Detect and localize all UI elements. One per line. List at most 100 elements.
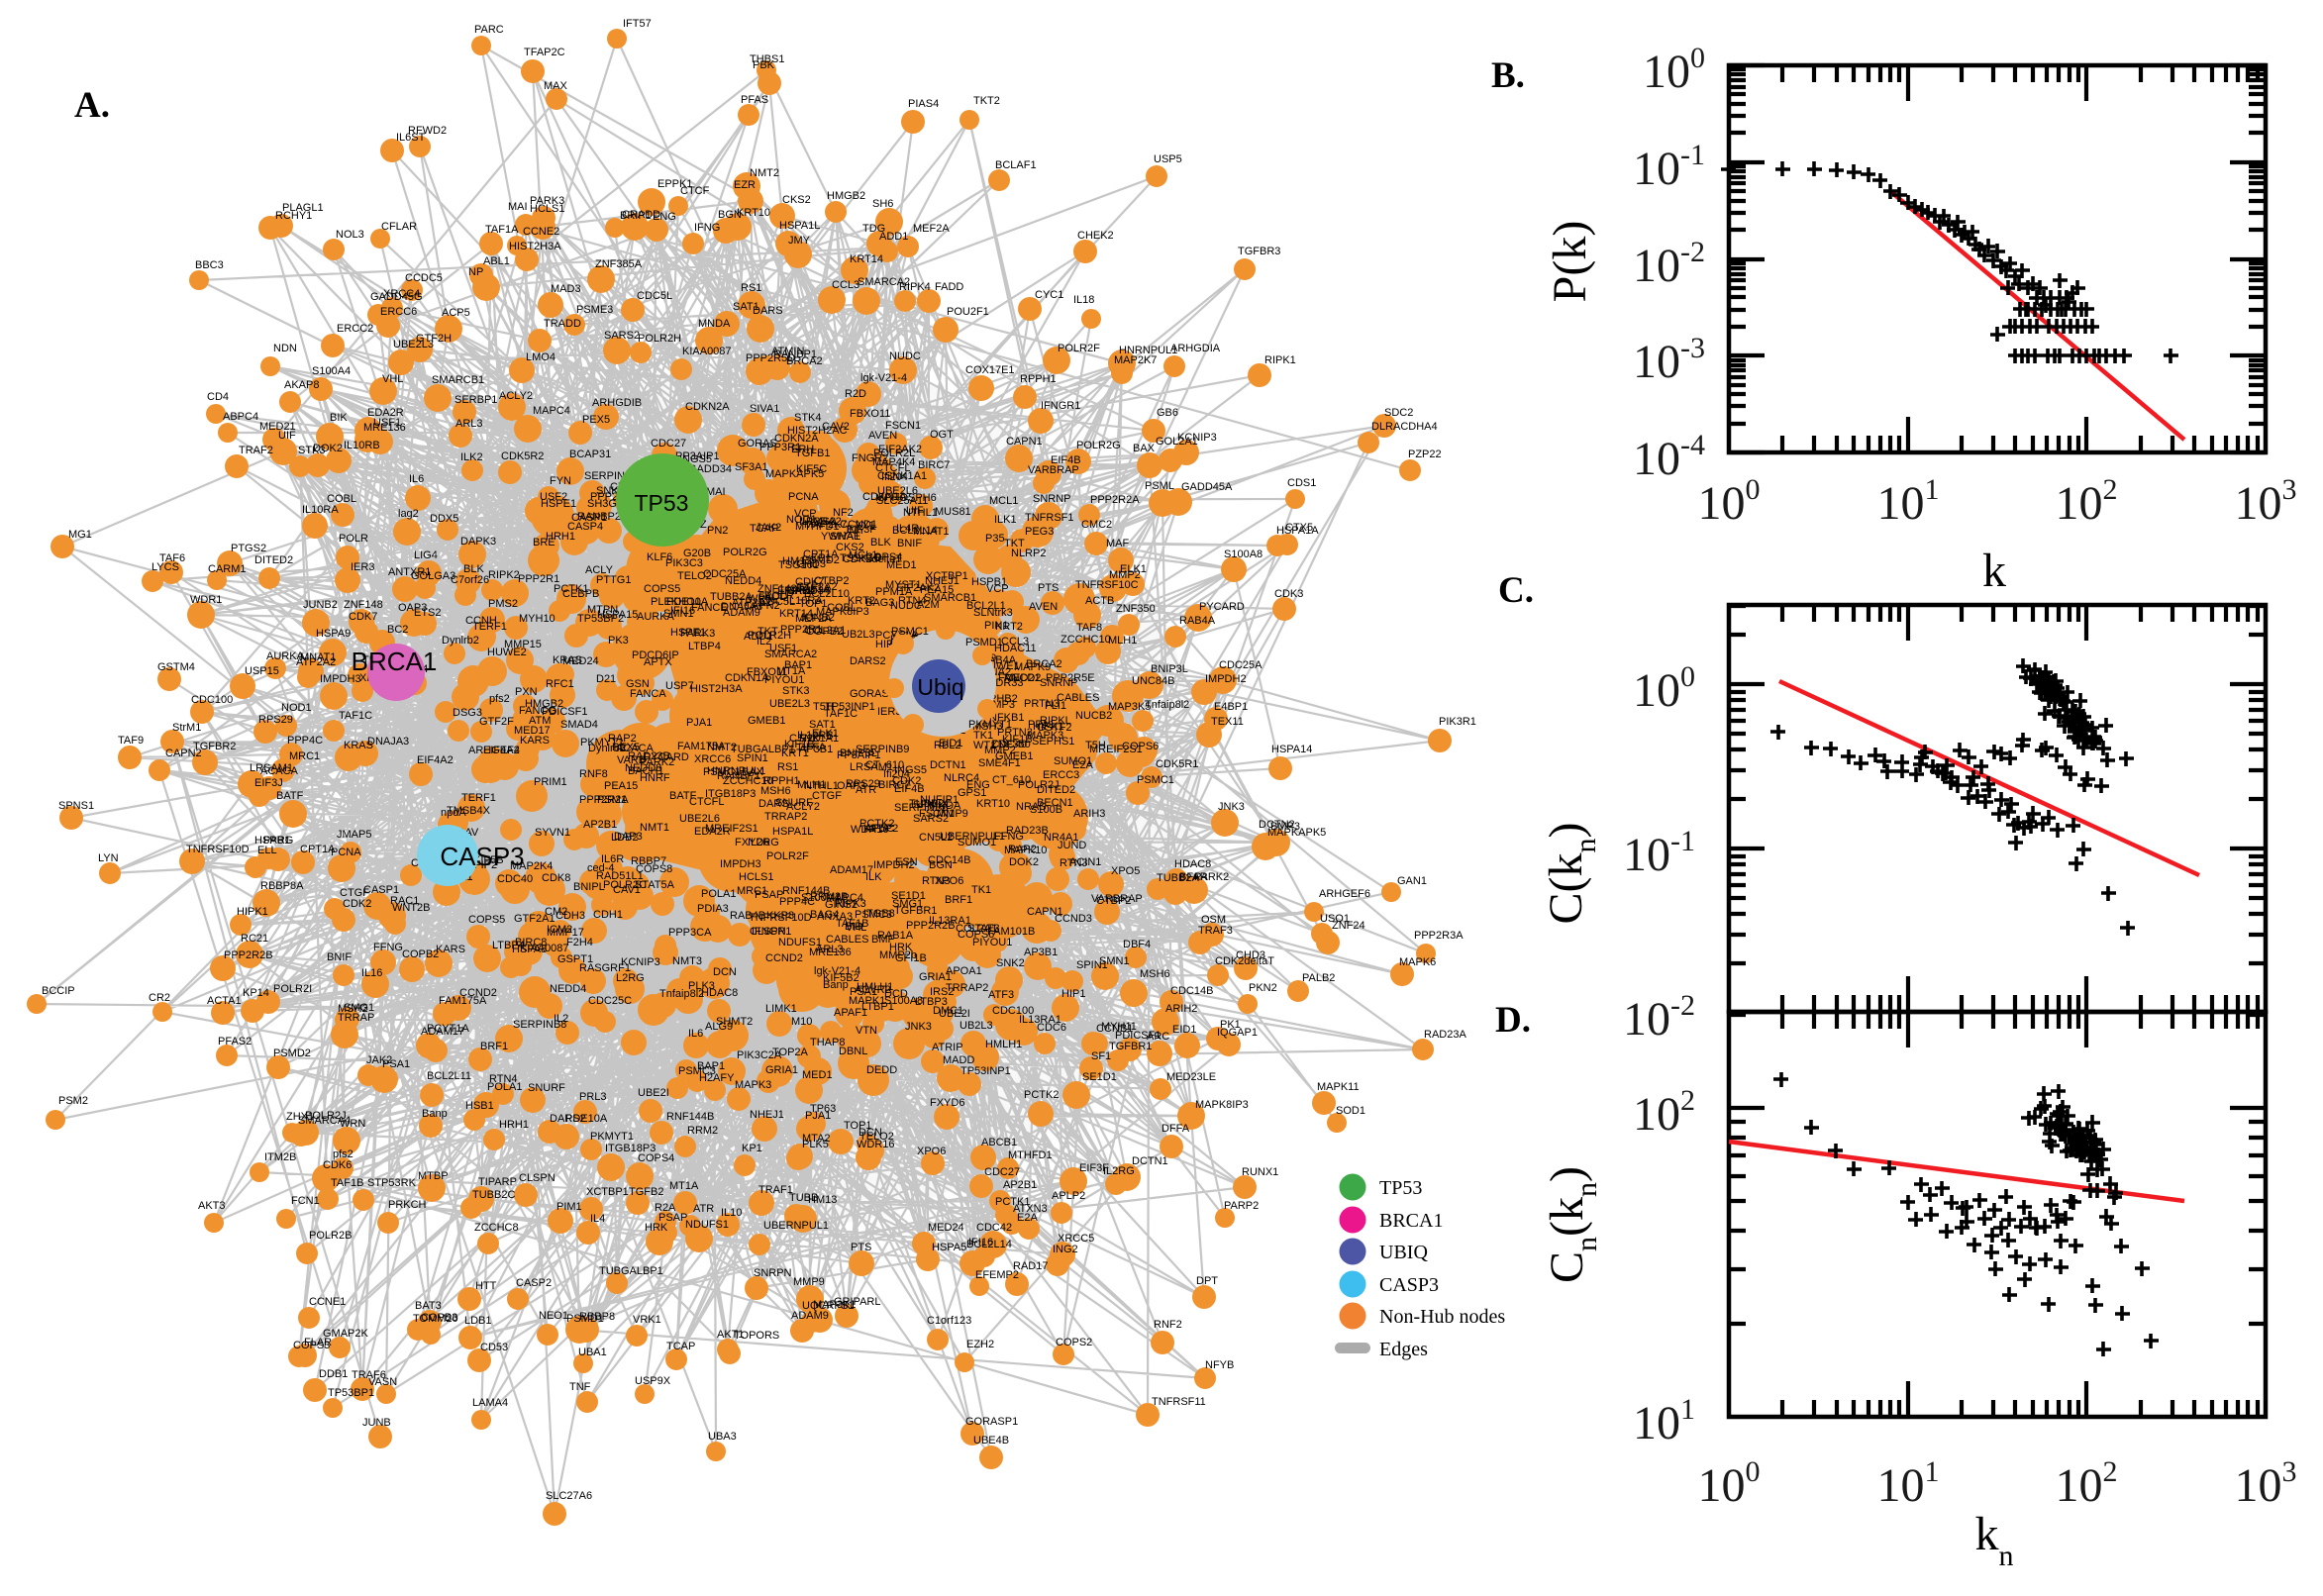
svg-text:PJA1: PJA1 — [805, 1110, 831, 1122]
svg-text:IMPDH2: IMPDH2 — [873, 859, 915, 871]
svg-text:RBL2: RBL2 — [934, 740, 961, 751]
svg-text:UNC84B: UNC84B — [1132, 675, 1174, 687]
svg-text:UBE2L3: UBE2L3 — [393, 339, 434, 350]
svg-text:HSPA9: HSPA9 — [316, 628, 351, 640]
svg-text:SPNS1: SPNS1 — [58, 800, 94, 812]
svg-text:GRIPARL: GRIPARL — [834, 1296, 880, 1308]
svg-text:PPP4C: PPP4C — [287, 735, 323, 747]
svg-text:POLR2H: POLR2H — [748, 630, 791, 642]
svg-text:GPS1: GPS1 — [958, 787, 986, 799]
svg-text:GADD34: GADD34 — [786, 585, 830, 597]
svg-text:CYC1: CYC1 — [1035, 289, 1063, 301]
svg-text:MPHOSPH6: MPHOSPH6 — [875, 492, 937, 504]
svg-text:UBE2L6: UBE2L6 — [877, 485, 918, 497]
svg-text:GSPT1: GSPT1 — [557, 953, 593, 965]
svg-text:KKP8: KKP8 — [766, 910, 794, 922]
svg-text:Tnfaip8l2: Tnfaip8l2 — [1145, 699, 1189, 711]
svg-text:PZP22: PZP22 — [1408, 449, 1442, 460]
svg-text:SH6: SH6 — [872, 198, 893, 210]
svg-text:TK1: TK1 — [971, 884, 991, 896]
svg-text:TNFRSF1: TNFRSF1 — [1025, 512, 1074, 524]
svg-text:IL10RB: IL10RB — [344, 440, 380, 451]
svg-text:npdA: npdA — [441, 807, 466, 819]
svg-text:DEDD: DEDD — [866, 1064, 897, 1076]
svg-text:ARC: ARC — [1147, 1031, 1169, 1043]
svg-text:BID: BID — [845, 921, 862, 933]
svg-text:DPT: DPT — [1196, 1275, 1218, 1287]
svg-text:BRF1: BRF1 — [945, 894, 972, 906]
svg-text:NUCB2: NUCB2 — [1075, 710, 1112, 722]
svg-text:AP2B1: AP2B1 — [583, 819, 617, 831]
svg-text:NEDD4: NEDD4 — [550, 983, 586, 995]
svg-text:USF1: USF1 — [769, 643, 797, 654]
svg-text:ATP2A2: ATP2A2 — [732, 597, 771, 609]
svg-text:RPPH1: RPPH1 — [763, 775, 800, 787]
svg-text:MAPK11: MAPK11 — [1317, 1081, 1360, 1093]
svg-text:USP5: USP5 — [1154, 153, 1182, 165]
svg-text:ABL1: ABL1 — [483, 255, 510, 267]
svg-text:102: 102 — [2056, 473, 2118, 530]
svg-text:MED23LE: MED23LE — [1166, 1071, 1216, 1083]
svg-text:OAP3: OAP3 — [398, 602, 427, 614]
svg-text:VTN: VTN — [856, 1025, 877, 1037]
svg-text:FANCA: FANCA — [630, 688, 666, 700]
svg-text:FLI1: FLI1 — [1045, 700, 1066, 712]
svg-text:Ubiq: Ubiq — [917, 674, 963, 700]
svg-text:BIRC8: BIRC8 — [515, 937, 547, 948]
svg-text:ERCC3: ERCC3 — [1043, 769, 1079, 781]
svg-text:PRTN3: PRTN3 — [1024, 698, 1060, 710]
svg-text:MNAT1: MNAT1 — [913, 526, 949, 538]
svg-text:HSPA14: HSPA14 — [1271, 744, 1312, 755]
svg-text:MAF: MAF — [1106, 538, 1130, 549]
svg-text:IFT57: IFT57 — [623, 18, 652, 30]
svg-text:NUFIP1: NUFIP1 — [920, 794, 959, 806]
svg-text:IL6ST: IL6ST — [396, 132, 426, 144]
svg-text:CLSPN: CLSPN — [519, 1172, 556, 1184]
svg-text:AVEN: AVEN — [868, 430, 897, 442]
svg-text:PKN2: PKN2 — [1249, 982, 1277, 994]
svg-text:ITGB8: ITGB8 — [863, 908, 895, 920]
svg-text:C(kn): C(kn) — [1540, 823, 1602, 925]
svg-text:VHL: VHL — [846, 922, 866, 934]
svg-text:POLR: POLR — [764, 590, 794, 602]
svg-text:POLR2L: POLR2L — [873, 448, 915, 459]
svg-text:AURKA: AURKA — [266, 650, 305, 662]
svg-text:IL2RG: IL2RG — [1103, 1165, 1135, 1177]
svg-text:IFNGR1: IFNGR1 — [752, 926, 791, 938]
svg-text:SME4F1: SME4F1 — [978, 757, 1021, 769]
svg-text:CDC25C: CDC25C — [588, 995, 632, 1007]
svg-text:102: 102 — [1633, 1084, 1695, 1141]
svg-text:MREIF2S1: MREIF2S1 — [1089, 744, 1143, 755]
svg-text:ZNF385A: ZNF385A — [595, 258, 643, 270]
svg-text:SMG1: SMG1 — [344, 1002, 374, 1014]
svg-text:NOD1: NOD1 — [281, 702, 312, 714]
svg-text:MRC1: MRC1 — [737, 885, 767, 897]
svg-text:VARB: VARB — [617, 754, 646, 766]
svg-text:IFI16: IFI16 — [968, 1237, 993, 1248]
svg-text:USP9X: USP9X — [635, 1375, 671, 1387]
svg-text:CEBPB: CEBPB — [562, 588, 599, 600]
svg-text:SMN1: SMN1 — [663, 608, 694, 620]
svg-text:POLR2H: POLR2H — [638, 333, 681, 345]
svg-text:HCLS1: HCLS1 — [739, 871, 773, 883]
svg-text:IL2: IL2 — [757, 636, 771, 648]
svg-text:GOLGA3: GOLGA3 — [411, 570, 455, 582]
svg-text:CDKN2A: CDKN2A — [774, 433, 819, 445]
svg-text:TNF: TNF — [569, 1381, 591, 1393]
svg-text:FXYD6: FXYD6 — [930, 1097, 964, 1109]
svg-text:ACP5: ACP5 — [442, 307, 470, 319]
svg-text:A.: A. — [74, 85, 110, 126]
svg-text:PTGS2: PTGS2 — [231, 543, 266, 554]
svg-text:USP15: USP15 — [245, 665, 279, 677]
svg-text:k: k — [1982, 545, 2006, 597]
svg-text:COBL: COBL — [827, 602, 857, 614]
svg-text:SARS2: SARS2 — [604, 330, 640, 342]
svg-text:AP2B1: AP2B1 — [1003, 1179, 1037, 1191]
svg-text:kn: kn — [1975, 1508, 2014, 1572]
svg-text:USO1: USO1 — [1320, 913, 1350, 925]
svg-text:RAP2: RAP2 — [608, 733, 637, 745]
svg-text:HSPB1: HSPB1 — [254, 835, 290, 847]
svg-text:BRCA1: BRCA1 — [1379, 1210, 1443, 1232]
svg-text:COPB2: COPB2 — [806, 626, 843, 638]
svg-text:RAD23B: RAD23B — [628, 750, 670, 762]
